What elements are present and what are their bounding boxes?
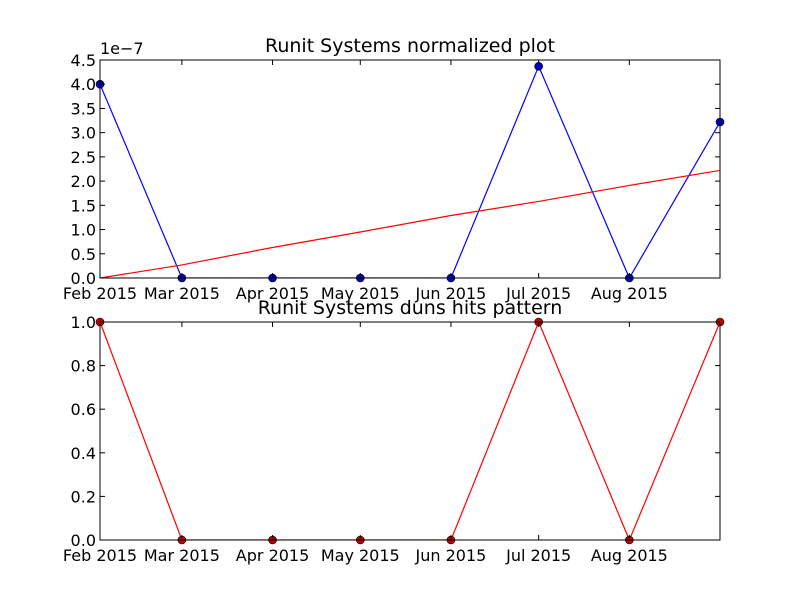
chart1-scale-offset: 1e−7 bbox=[100, 39, 144, 58]
chart2-xtick-label-2: Mar 2015 bbox=[144, 546, 220, 565]
chart1-xtick-label-5: Jun 2015 bbox=[415, 284, 487, 303]
chart2-xtick-label-7: Aug 2015 bbox=[591, 546, 668, 565]
chart2-ytick-label-1: 0.0 bbox=[71, 531, 96, 550]
chart1-ytick-label-8: 3.5 bbox=[71, 99, 96, 118]
chart1-xtick-label-2: Mar 2015 bbox=[144, 284, 220, 303]
chart2-ytick-label-5: 0.8 bbox=[71, 357, 96, 376]
chart1-xtick-label-7: Aug 2015 bbox=[591, 284, 668, 303]
chart1-ytick-label-7: 3.0 bbox=[71, 124, 96, 143]
chart1-ytick-label-5: 2.0 bbox=[71, 172, 96, 191]
chart2-ytick-label-2: 0.2 bbox=[71, 487, 96, 506]
chart1-ytick-label-2: 0.5 bbox=[71, 245, 96, 264]
chart1-ytick-label-1: 0.0 bbox=[71, 269, 96, 288]
chart1-ytick-label-9: 4.0 bbox=[71, 75, 96, 94]
chart1-ytick-label-6: 2.5 bbox=[71, 148, 96, 167]
chart1-frame bbox=[99, 59, 721, 279]
chart2: 0.0 0.2 0.4 0.6 0.8 1.0 Feb 2015 Mar 2015 Apr 20… bbox=[63, 297, 725, 565]
chart2-plot-area bbox=[100, 322, 720, 540]
chart2-frame bbox=[99, 321, 721, 541]
chart2-title: Runit Systems duns hits pattern bbox=[258, 297, 563, 319]
chart1-series-2-line bbox=[100, 169, 720, 278]
chart2-ytick-label-3: 0.4 bbox=[71, 444, 96, 463]
chart1: 0.0 0.5 1.0 1.5 2.0 2.5 3.0 3.5 4.0 4.5 Feb 2015 Ma… bbox=[63, 35, 725, 303]
chart1-xtick-label-6: Jul 2015 bbox=[505, 284, 571, 303]
chart2-ytick-label-6: 1.0 bbox=[71, 313, 96, 332]
chart2-xtick-label-5: Jun 2015 bbox=[415, 546, 487, 565]
chart1-plot-area bbox=[100, 64, 720, 278]
chart2-xtick-label-4: May 2015 bbox=[321, 546, 400, 565]
chart2-xtick-label-3: Apr 2015 bbox=[236, 546, 309, 565]
chart2-series-1-line bbox=[100, 322, 720, 540]
chart1-xtick-label-4: May 2015 bbox=[321, 284, 400, 303]
chart1-ytick-label-10: 4.5 bbox=[71, 51, 96, 70]
chart1-ytick-label-4: 1.5 bbox=[71, 196, 96, 215]
chart2-xtick-label-1: Feb 2015 bbox=[63, 546, 137, 565]
chart1-title: Runit Systems normalized plot bbox=[265, 35, 555, 57]
chart1-ytick-label-3: 1.0 bbox=[71, 221, 96, 240]
chart1-series-1-line bbox=[100, 64, 720, 278]
chart2-xtick-label-6: Jul 2015 bbox=[505, 546, 571, 565]
chart1-xtick-label-3: Apr 2015 bbox=[236, 284, 309, 303]
chart2-ytick-label-4: 0.6 bbox=[71, 400, 96, 419]
chart1-xtick-label-1: Feb 2015 bbox=[63, 284, 137, 303]
